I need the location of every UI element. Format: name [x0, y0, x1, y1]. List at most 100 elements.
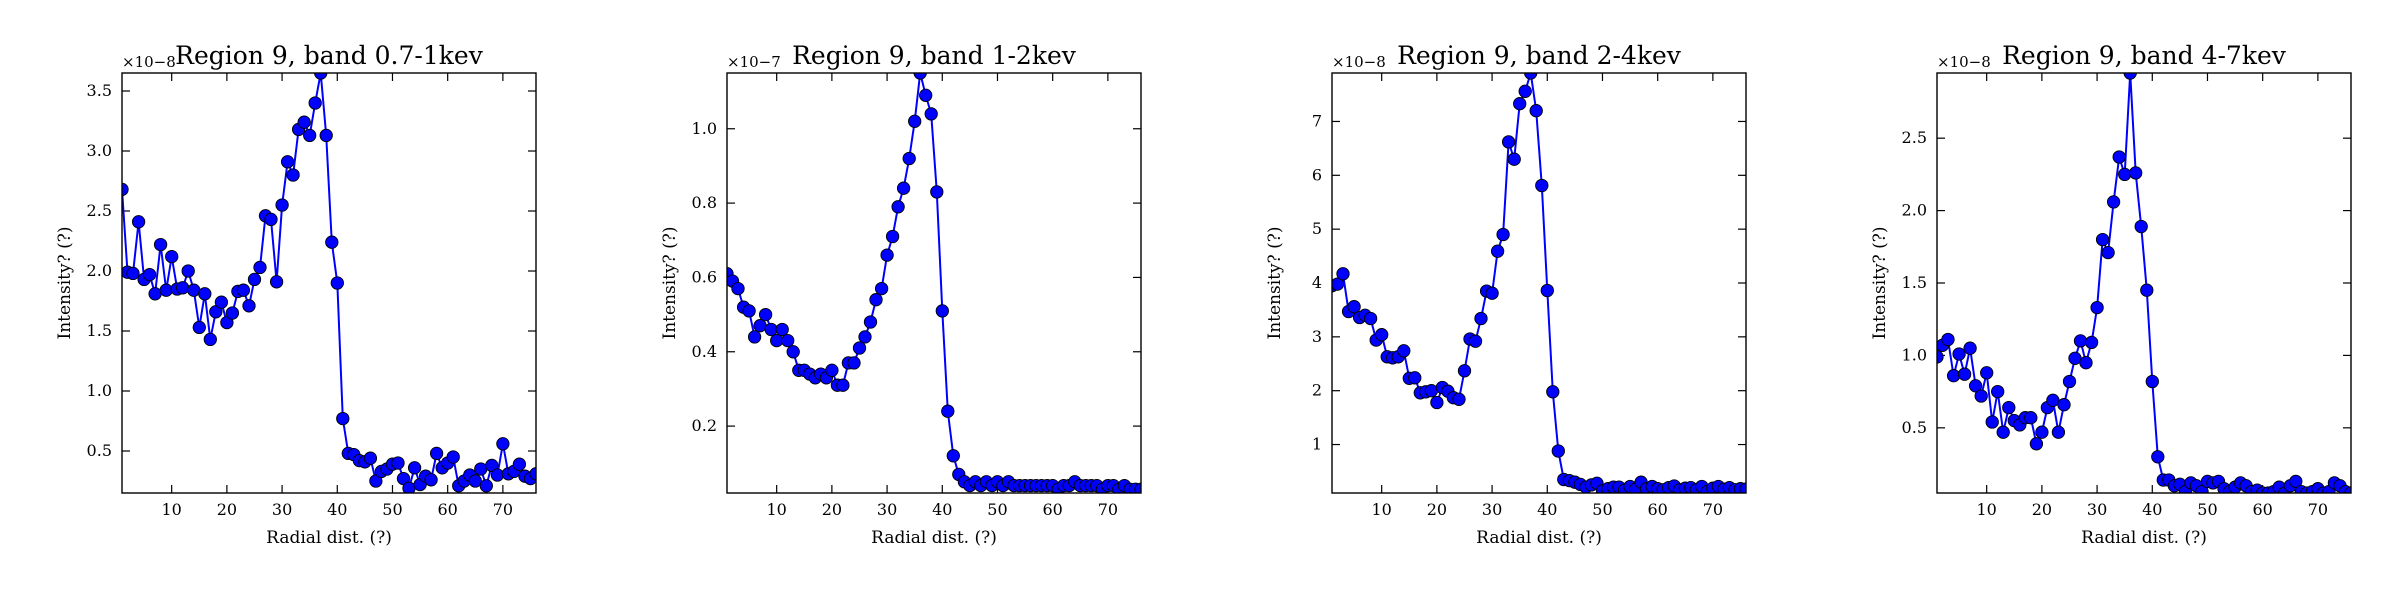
data-point [496, 437, 510, 451]
data-point [297, 115, 311, 129]
y-tick-label: 0.4 [692, 342, 717, 361]
x-axis-label: Radial dist. (?) [871, 528, 997, 548]
data-point [1490, 244, 1505, 258]
data-point [742, 304, 756, 318]
data-point [2140, 283, 2154, 297]
plot-area [122, 73, 536, 493]
data-point [429, 446, 444, 461]
x-axis-label: Radial dist. (?) [2081, 528, 2207, 548]
data-point [1468, 334, 1483, 348]
axis-offset-label: ×10−7 [727, 53, 781, 71]
data-point [1963, 341, 1977, 355]
y-tick-label: 3.5 [87, 81, 112, 100]
x-axis-label: Radial dist. (?) [1476, 528, 1602, 548]
data-point [490, 468, 505, 482]
plot-frame [121, 72, 537, 494]
x-tick-label: 40 [1537, 500, 1557, 519]
x-tick-label: 10 [162, 500, 182, 519]
data-point [786, 345, 800, 359]
y-tick-label: 2.5 [1902, 128, 1927, 147]
data-point [1408, 371, 1422, 385]
x-tick-label: 50 [2197, 500, 2217, 519]
data-point [908, 114, 922, 128]
x-tick-label: 20 [2032, 500, 2052, 519]
data-point [869, 293, 883, 307]
data-point [2035, 425, 2049, 439]
data-point [919, 88, 933, 102]
data-point [2068, 351, 2082, 365]
data-point [1397, 344, 1411, 358]
x-tick-label: 60 [438, 500, 458, 519]
x-tick-label: 70 [1098, 500, 1118, 519]
data-point [896, 181, 911, 195]
data-point [2057, 398, 2071, 412]
chart-title: Region 9, band 4-7kev [2002, 41, 2287, 70]
data-point [1941, 332, 1955, 347]
y-tick-label: 1.0 [692, 119, 717, 138]
data-point [1991, 384, 2005, 399]
data-point [131, 215, 146, 229]
y-tick-label: 0.2 [692, 416, 717, 435]
data-point [253, 260, 267, 275]
y-tick-label: 2.0 [87, 261, 112, 280]
data-point [1134, 482, 1141, 493]
data-point [1430, 395, 1444, 410]
data-point [1332, 277, 1345, 291]
data-point [1535, 178, 1549, 193]
x-tick-label: 70 [493, 500, 513, 519]
data-point [781, 333, 795, 348]
y-tick-label: 3 [1312, 327, 1322, 346]
data-point [2079, 356, 2093, 370]
y-tick-label: 1.0 [87, 381, 112, 400]
chart-title: Region 9, band 0.7-1kev [175, 41, 484, 70]
data-point [2112, 150, 2126, 164]
chart-panel-1: Region 9, band 0.7-1kev×10−8 10 20 30 40 50 60… [55, 41, 537, 548]
data-point [159, 283, 173, 297]
data-point [1363, 311, 1378, 326]
chart-panel-4: Region 9, band 4-7kev ×10−8 10 20 30 40 50 60 70… [1870, 41, 2352, 548]
data-point [747, 330, 762, 344]
data-point [2145, 374, 2159, 389]
data-point [512, 457, 527, 471]
y-tick-label: 5 [1312, 219, 1322, 238]
data-point [935, 304, 949, 318]
data-point [1496, 227, 1510, 242]
data-point [1739, 482, 1746, 493]
x-tick-label: 40 [2142, 500, 2162, 519]
data-point [1946, 369, 1961, 383]
data-point [1452, 392, 1466, 406]
x-tick-label: 60 [2253, 500, 2273, 519]
data-point [764, 322, 778, 337]
chart-panel-2: Region 9, band 1-2kev ×10−7 10 20 30 40 50 60 70… [660, 41, 1142, 548]
y-tick-label: 0.8 [692, 193, 717, 212]
data-point [1513, 97, 1527, 111]
x-tick-label: 60 [1043, 500, 1063, 519]
data-point [2002, 400, 2016, 415]
data-point [1985, 415, 1999, 429]
x-tick-label: 30 [272, 500, 292, 519]
data-point [852, 341, 867, 355]
data-point [863, 315, 878, 329]
y-tick-label: 2.5 [87, 201, 112, 220]
data-point [1501, 135, 1516, 149]
y-tick-label: 1.5 [87, 321, 112, 340]
axis-offset-label: ×10−8 [1332, 53, 1386, 71]
x-tick-label: 50 [382, 500, 402, 519]
plot-frame [1936, 72, 2352, 494]
y-tick-label: 3.0 [87, 141, 112, 160]
x-tick-label: 10 [1372, 500, 1392, 519]
data-point [142, 267, 157, 282]
data-point [446, 450, 460, 464]
y-tick-label: 1.0 [1902, 345, 1927, 364]
y-tick-label: 1.5 [1902, 273, 1927, 292]
data-point [1968, 379, 1983, 393]
data-point [946, 449, 960, 463]
x-tick-label: 40 [932, 500, 952, 519]
data-point [941, 404, 955, 418]
data-point [2095, 232, 2110, 247]
y-tick-label: 4 [1312, 273, 1322, 292]
data-point [176, 281, 190, 295]
data-point [1980, 366, 1994, 380]
data-point [165, 249, 179, 264]
